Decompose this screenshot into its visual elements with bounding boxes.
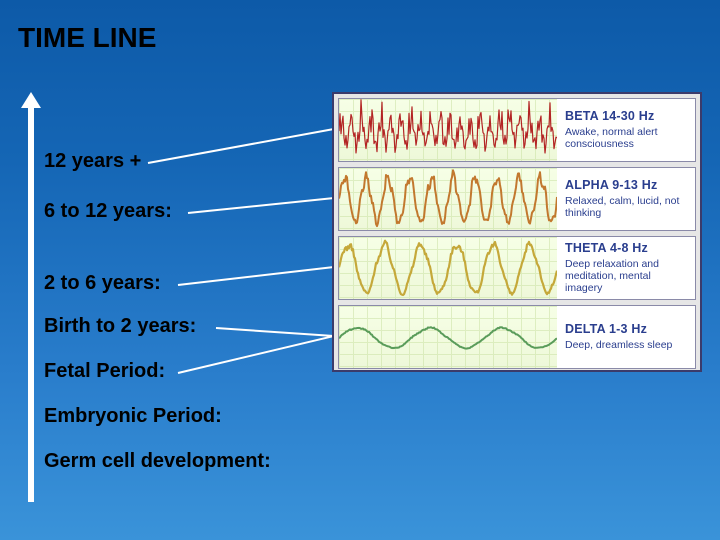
wave-desc: Deep, dreamless sleep [565, 339, 689, 351]
wave-desc: Relaxed, calm, lucid, not thinking [565, 195, 689, 219]
waveform-icon [339, 306, 557, 368]
wave-row-alpha: ALPHA 9-13 Hz Relaxed, calm, lucid, not … [338, 167, 696, 231]
wave-row-theta: THETA 4-8 Hz Deep relaxation and meditat… [338, 236, 696, 300]
waveform-icon [339, 237, 557, 299]
wave-title: THETA 4-8 Hz [565, 242, 689, 256]
waveform-icon [339, 99, 557, 161]
waveform-icon [339, 168, 557, 230]
slide: TIME LINE 12 years + 6 to 12 years: 2 to… [0, 0, 720, 540]
vertical-timeline-arrow [24, 92, 38, 502]
wave-title: DELTA 1-3 Hz [565, 323, 689, 337]
connector-line [188, 197, 334, 214]
wave-caption: BETA 14-30 Hz Awake, normal alert consci… [557, 99, 695, 161]
stage-label: 12 years + [44, 150, 141, 173]
wave-row-beta: BETA 14-30 Hz Awake, normal alert consci… [338, 98, 696, 162]
connector-line [178, 266, 334, 286]
arrow-shaft [28, 106, 34, 502]
wave-chart [339, 168, 557, 230]
connector-line [148, 128, 334, 164]
wave-caption: THETA 4-8 Hz Deep relaxation and meditat… [557, 237, 695, 299]
connector-line [216, 327, 334, 337]
wave-caption: ALPHA 9-13 Hz Relaxed, calm, lucid, not … [557, 168, 695, 230]
wave-title: ALPHA 9-13 Hz [565, 179, 689, 193]
wave-chart [339, 237, 557, 299]
wave-title: BETA 14-30 Hz [565, 110, 689, 124]
stage-label: Birth to 2 years: [44, 315, 196, 338]
connector-line [178, 335, 334, 374]
stage-label: Germ cell development: [44, 450, 271, 473]
stage-label: 6 to 12 years: [44, 200, 172, 223]
brainwave-panel: BETA 14-30 Hz Awake, normal alert consci… [332, 92, 702, 372]
page-title: TIME LINE [18, 22, 156, 54]
wave-chart [339, 99, 557, 161]
stage-label: 2 to 6 years: [44, 272, 161, 295]
wave-caption: DELTA 1-3 Hz Deep, dreamless sleep [557, 306, 695, 368]
stage-label: Embryonic Period: [44, 405, 222, 428]
wave-chart [339, 306, 557, 368]
wave-desc: Deep relaxation and meditation, mental i… [565, 258, 689, 294]
wave-desc: Awake, normal alert consciousness [565, 126, 689, 150]
wave-row-delta: DELTA 1-3 Hz Deep, dreamless sleep [338, 305, 696, 369]
stage-label: Fetal Period: [44, 360, 165, 383]
